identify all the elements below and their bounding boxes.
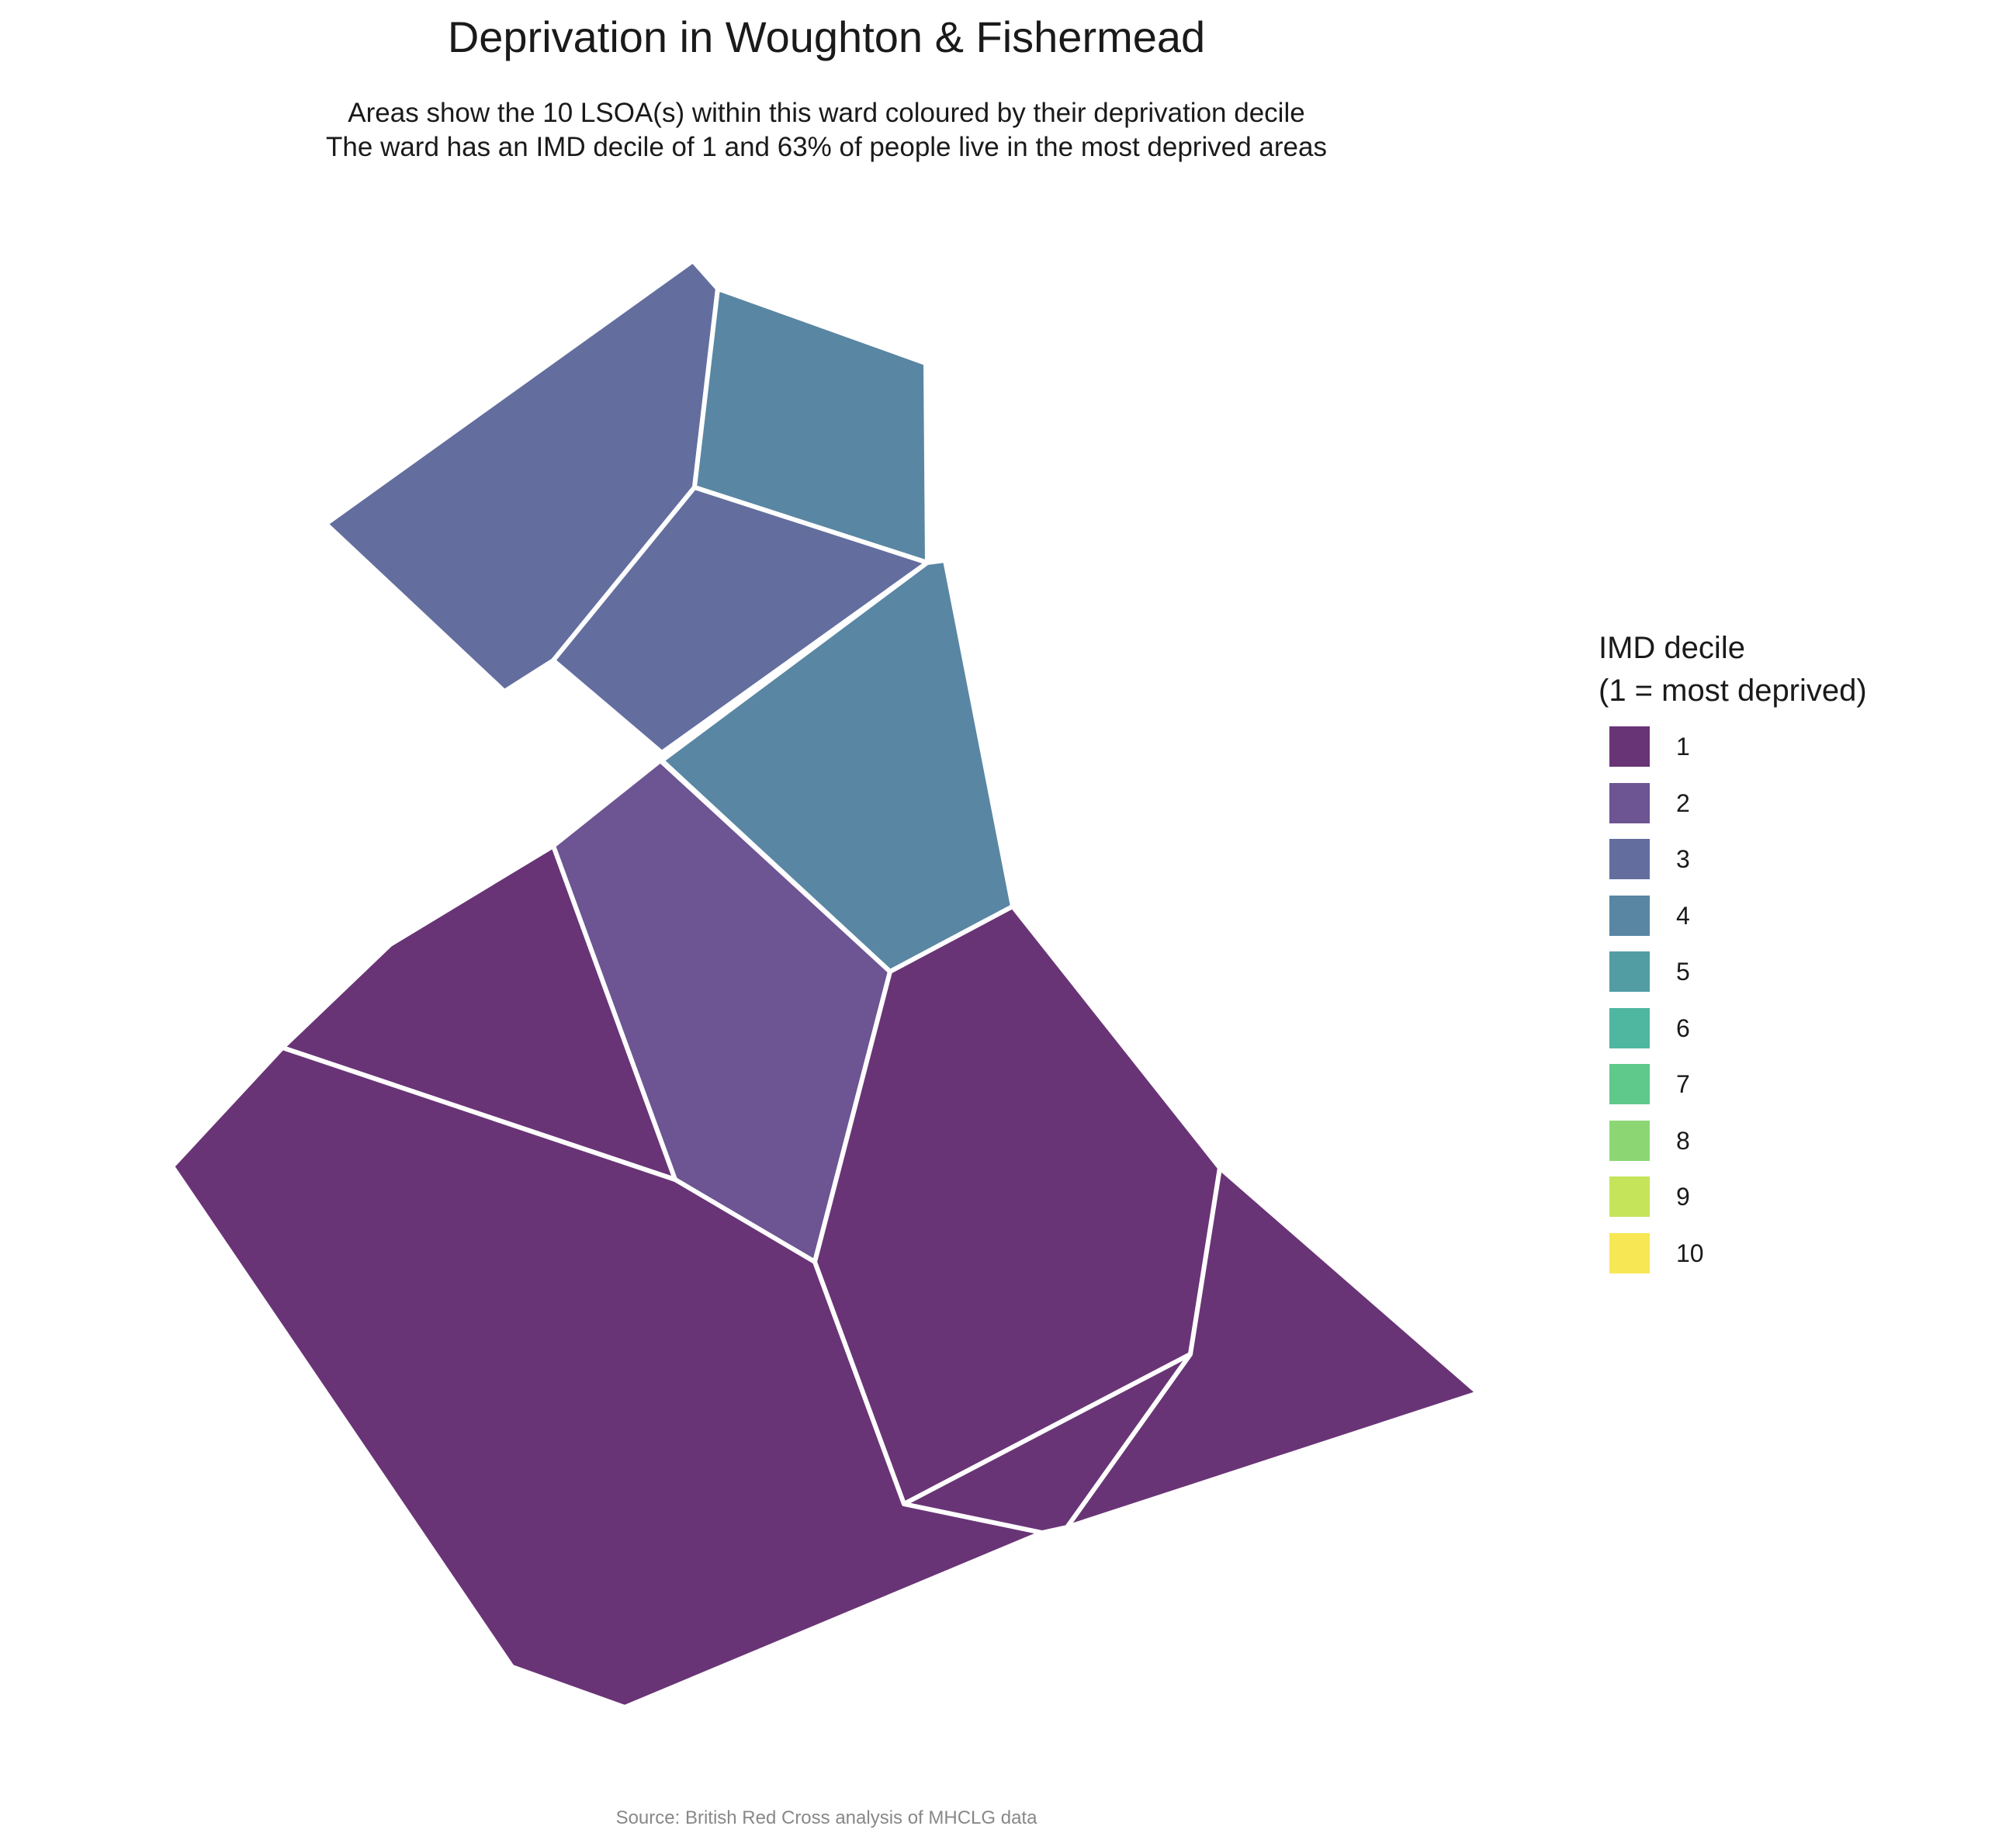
legend-item-1: 1 — [1599, 726, 1867, 783]
legend-item-10: 10 — [1599, 1232, 1867, 1290]
legend-swatch-1 — [1609, 726, 1650, 767]
map-title: Deprivation in Woughton & Fishermead — [447, 12, 1206, 61]
legend-title-line-2: (1 = most deprived) — [1599, 674, 1867, 708]
map-subtitle-line-1: Areas show the 10 LSOA(s) within this wa… — [348, 98, 1305, 128]
legend-swatch-7 — [1609, 1064, 1650, 1104]
legend-swatch-5 — [1609, 951, 1650, 992]
legend-item-7: 7 — [1599, 1064, 1867, 1121]
legend-item-6: 6 — [1599, 1007, 1867, 1065]
ward-map — [172, 261, 1478, 1707]
legend-item-5: 5 — [1599, 951, 1867, 1008]
legend-title-line-1: IMD decile — [1599, 631, 1745, 665]
legend-label-7: 7 — [1676, 1070, 1690, 1098]
legend-item-4: 4 — [1599, 895, 1867, 952]
legend-label-6: 6 — [1676, 1014, 1690, 1042]
source-caption: Source: British Red Cross analysis of MH… — [615, 1807, 1037, 1828]
legend-swatch-6 — [1609, 1007, 1650, 1048]
legend-label-2: 2 — [1676, 788, 1690, 817]
legend-label-4: 4 — [1676, 901, 1690, 930]
legend-label-5: 5 — [1676, 958, 1690, 986]
lsoa-north-middle — [551, 485, 930, 755]
legend-swatch-10 — [1609, 1232, 1650, 1273]
legend: IMD decile (1 = most deprived) 1 2 3 4 5… — [1599, 627, 1867, 1289]
legend-item-2: 2 — [1599, 782, 1867, 840]
legend-swatch-4 — [1609, 895, 1650, 936]
legend-swatch-8 — [1609, 1120, 1650, 1161]
legend-swatch-2 — [1609, 782, 1650, 823]
legend-label-8: 8 — [1676, 1126, 1690, 1155]
legend-swatch-9 — [1609, 1176, 1650, 1217]
legend-swatch-3 — [1609, 839, 1650, 879]
map-subtitle-line-2: The ward has an IMD decile of 1 and 63% … — [326, 132, 1327, 162]
legend-item-8: 8 — [1599, 1120, 1867, 1177]
legend-title: IMD decile (1 = most deprived) — [1599, 627, 1867, 712]
legend-label-3: 3 — [1676, 845, 1690, 873]
lsoa-south-small — [902, 1352, 1193, 1535]
legend-item-3: 3 — [1599, 839, 1867, 896]
legend-label-1: 1 — [1676, 733, 1690, 761]
legend-label-10: 10 — [1676, 1239, 1704, 1267]
legend-item-9: 9 — [1599, 1176, 1867, 1233]
legend-label-9: 9 — [1676, 1183, 1690, 1211]
